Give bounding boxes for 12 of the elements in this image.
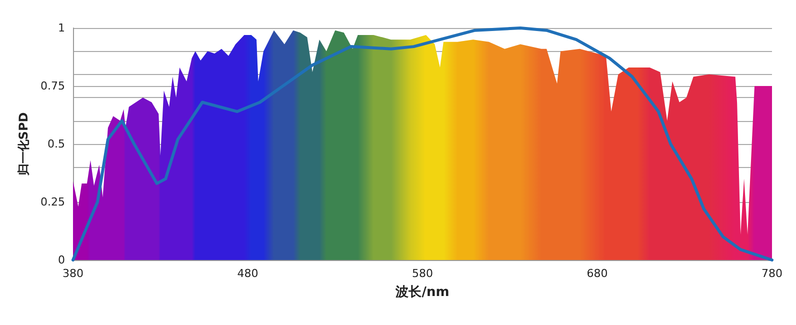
x-tick-label: 680 (586, 267, 608, 280)
y-tick-label: 0.25 (40, 196, 65, 208)
x-tick-label: 780 (762, 267, 782, 280)
x-tick-label: 480 (237, 267, 258, 280)
y-tick-label: 1 (58, 22, 65, 34)
x-tick-label: 580 (412, 267, 433, 280)
x-tick-label: 380 (62, 267, 84, 280)
x-axis-title: 波长/nm (394, 285, 450, 300)
y-tick-label: 0.75 (40, 80, 65, 92)
y-tick-label: 0 (58, 254, 65, 266)
y-tick-label: 0.5 (48, 138, 65, 150)
y-axis-title: 归一化SPD (16, 112, 31, 177)
